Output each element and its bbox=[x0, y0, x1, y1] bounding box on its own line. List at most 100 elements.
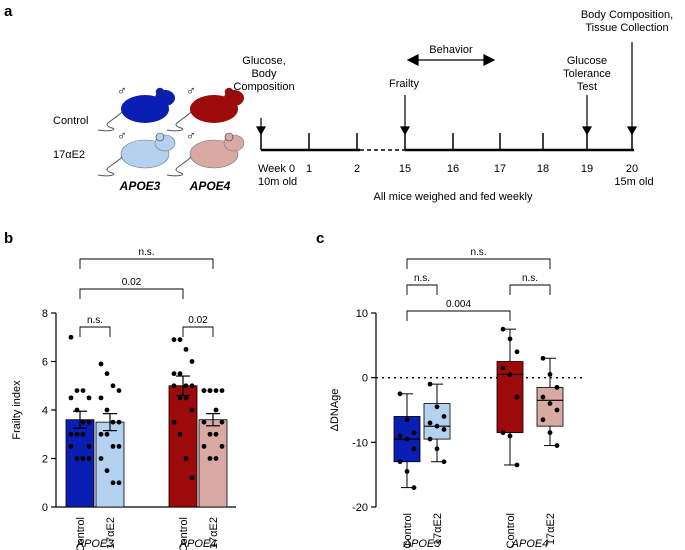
data-point bbox=[68, 431, 74, 437]
x-tick-label: Control bbox=[178, 517, 190, 550]
data-point bbox=[219, 419, 225, 425]
data-point bbox=[74, 407, 80, 413]
data-point bbox=[441, 459, 447, 465]
y-tick-label: 2 bbox=[42, 454, 48, 466]
x-tick-label: 17αE2 bbox=[105, 517, 117, 549]
mouse-icon-apoe4-treated bbox=[166, 132, 245, 177]
event-frailty: Frailty bbox=[389, 78, 419, 90]
data-point bbox=[177, 431, 183, 437]
data-point bbox=[68, 334, 74, 340]
significance-label: 0.004 bbox=[446, 299, 471, 310]
significance-label: n.s. bbox=[87, 315, 103, 326]
data-point bbox=[177, 337, 183, 343]
timeline-tick-sublabel: 15m old bbox=[614, 176, 653, 188]
data-point bbox=[171, 371, 177, 377]
panel-label-b: b bbox=[4, 230, 13, 247]
data-point bbox=[411, 446, 417, 452]
frailty-bar-chart: 0 2 4 6 8 Frailty index Control 17αE2 Control 17α… bbox=[11, 247, 236, 550]
significance-bracket bbox=[509, 284, 551, 295]
data-point bbox=[540, 417, 546, 423]
y-tick-label: -10 bbox=[352, 437, 368, 449]
y-axis-label: ΔDNAge bbox=[329, 389, 341, 432]
significance-label: n.s. bbox=[522, 273, 538, 284]
significance-bracket bbox=[79, 288, 184, 299]
data-point bbox=[80, 431, 86, 437]
data-point bbox=[68, 395, 74, 401]
significance-label: 0.02 bbox=[188, 315, 208, 326]
data-point bbox=[547, 401, 553, 406]
data-point bbox=[427, 420, 433, 426]
data-point bbox=[554, 443, 560, 448]
data-point bbox=[86, 419, 92, 425]
data-point bbox=[434, 446, 440, 452]
data-point bbox=[441, 414, 447, 419]
event-gtt-line2: Tolerance bbox=[563, 68, 611, 80]
data-point bbox=[177, 371, 183, 377]
data-point bbox=[86, 443, 92, 449]
group-label: APOE3 bbox=[76, 538, 115, 550]
data-point bbox=[540, 394, 546, 400]
data-point bbox=[110, 419, 116, 425]
y-tick-label: 0 bbox=[42, 502, 48, 514]
y-tick-label: -20 bbox=[352, 502, 368, 514]
timeline-tick-label: 17 bbox=[494, 163, 506, 175]
significance-label: n.s. bbox=[138, 247, 154, 258]
data-point bbox=[201, 419, 207, 425]
data-point bbox=[397, 433, 403, 439]
y-tick-label: 10 bbox=[356, 308, 368, 320]
bar bbox=[168, 385, 198, 508]
x-tick-label: Control bbox=[75, 517, 87, 550]
data-point bbox=[427, 381, 433, 387]
timeline-tick-label: 1 bbox=[306, 163, 312, 175]
timeline-tick-label: 19 bbox=[581, 163, 593, 175]
data-point bbox=[110, 480, 116, 486]
mouse-icon-apoe4-control bbox=[166, 87, 244, 132]
data-point bbox=[397, 391, 403, 397]
y-tick-label: 8 bbox=[42, 308, 48, 320]
data-point bbox=[171, 337, 177, 343]
data-point bbox=[404, 436, 410, 442]
data-point bbox=[500, 430, 506, 436]
x-tick-label: Control bbox=[505, 513, 517, 548]
data-point bbox=[116, 480, 122, 486]
data-point bbox=[207, 431, 213, 437]
data-point bbox=[104, 371, 110, 377]
bar bbox=[198, 419, 228, 508]
significance-label: 0.02 bbox=[122, 277, 142, 288]
y-tick-label: 4 bbox=[42, 405, 48, 417]
data-point bbox=[183, 346, 189, 352]
timeline-event-arrows bbox=[255, 42, 638, 136]
timeline-tick-sublabel: 10m old bbox=[258, 176, 297, 188]
event-behavior: Behavior bbox=[429, 44, 473, 56]
data-point bbox=[514, 349, 520, 355]
significance-bracket bbox=[406, 310, 511, 321]
data-point bbox=[500, 365, 506, 371]
timeline-tick-label: 2 bbox=[354, 163, 360, 175]
data-point bbox=[177, 395, 183, 401]
x-tick-label: 17αE2 bbox=[432, 513, 444, 545]
data-point bbox=[104, 407, 110, 413]
significance-bracket bbox=[79, 326, 111, 337]
timeline-tick-label: Week 0 bbox=[258, 163, 295, 175]
significance-bracket bbox=[406, 284, 438, 295]
data-point bbox=[98, 456, 104, 461]
timeline-tick-label: 16 bbox=[447, 163, 459, 175]
data-point bbox=[116, 388, 122, 393]
data-point bbox=[411, 430, 417, 436]
data-point bbox=[201, 388, 207, 393]
data-point bbox=[116, 443, 122, 449]
group-label: APOE4 bbox=[511, 538, 549, 550]
significance-label: n.s. bbox=[414, 273, 430, 284]
data-point bbox=[434, 423, 440, 429]
data-point bbox=[80, 419, 86, 425]
event-glucose-line2: Body bbox=[251, 68, 277, 80]
data-point bbox=[189, 475, 195, 481]
significance-bracket bbox=[182, 326, 214, 337]
timeline-tick-label: 18 bbox=[537, 163, 549, 175]
data-point bbox=[189, 359, 195, 364]
data-point bbox=[110, 383, 116, 389]
x-tick-label: 17αE2 bbox=[545, 513, 557, 545]
genotype-label-apoe4: APOE4 bbox=[189, 179, 231, 193]
x-tick-label: 17αE2 bbox=[208, 517, 220, 549]
data-point bbox=[183, 456, 189, 461]
